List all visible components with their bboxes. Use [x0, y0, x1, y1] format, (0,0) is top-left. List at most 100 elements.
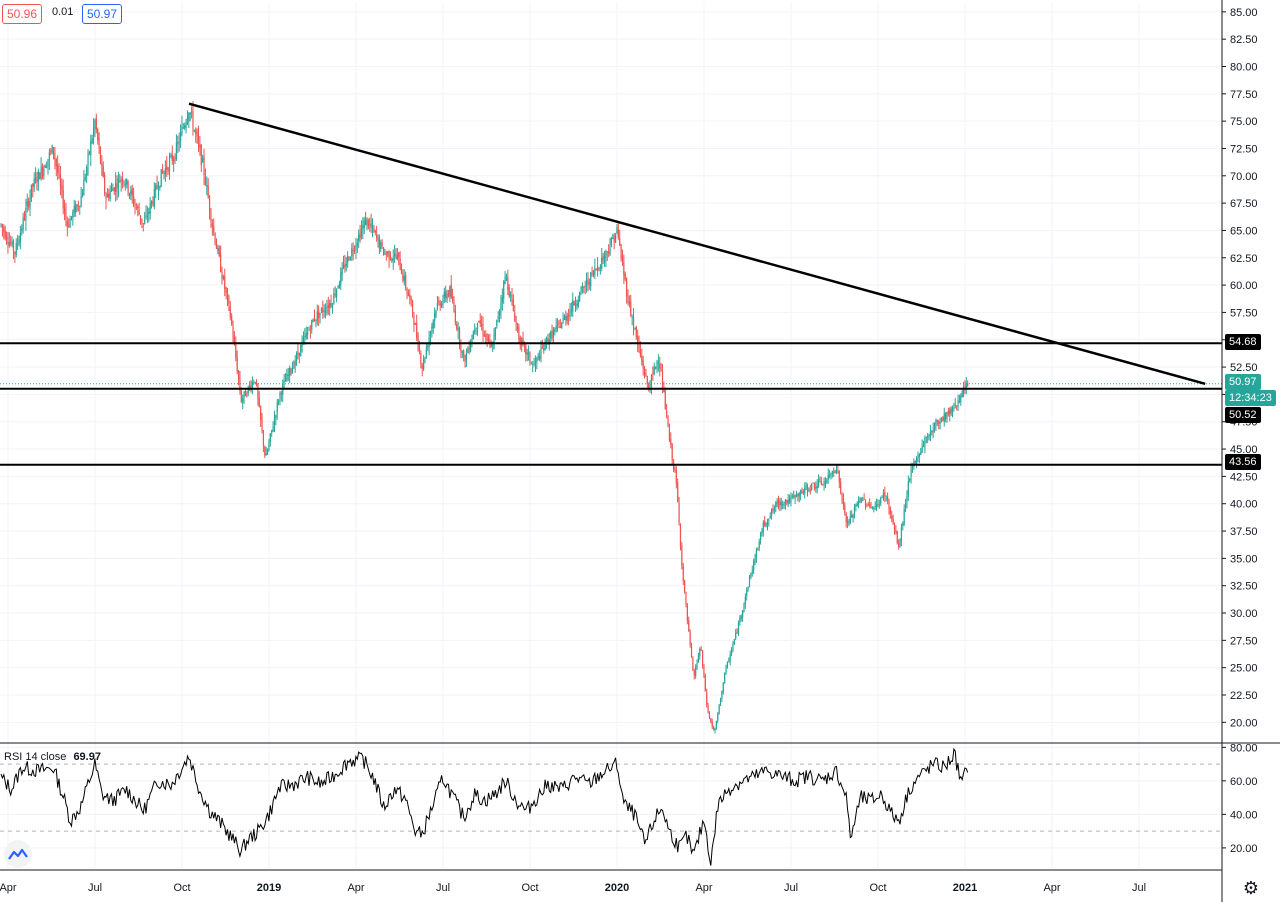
candle-body [855, 505, 857, 507]
rsi-legend[interactable]: RSI 14 close 69.97 [4, 751, 101, 763]
candle-body [933, 423, 936, 430]
candle-body [36, 179, 38, 183]
candle-body [174, 156, 176, 161]
candle-body [740, 616, 742, 619]
candle-body [330, 302, 332, 306]
candle-body [456, 324, 458, 329]
candle-body [363, 220, 365, 228]
candle-body [889, 507, 891, 515]
candle-body [605, 250, 607, 258]
candle-body [189, 113, 191, 115]
candle-body [95, 117, 97, 130]
candle-body [719, 699, 722, 705]
candle-body [603, 256, 606, 263]
candle-body [340, 272, 342, 286]
candle-body [960, 395, 962, 403]
y-tick-label: 75.00 [1230, 116, 1258, 128]
candle-body [601, 257, 603, 269]
candle-body [421, 365, 423, 369]
x-tick-label: 2019 [257, 882, 281, 894]
rsi-y-tick-label: 80.00 [1230, 742, 1258, 754]
candle-body [630, 301, 632, 316]
candle-body [835, 470, 838, 473]
candle-body [124, 184, 126, 185]
candle-body [308, 329, 310, 331]
candle-body [711, 721, 713, 727]
candle-body [773, 508, 775, 511]
candle-body [544, 339, 546, 350]
candle-body [77, 204, 79, 207]
candle-body [829, 475, 831, 477]
candle-body [17, 242, 19, 244]
candle-body [765, 523, 767, 526]
candle-body [445, 291, 447, 298]
candle-body [678, 502, 680, 523]
candle-body [4, 230, 6, 239]
candle-body [68, 225, 70, 227]
candle-body [179, 132, 182, 142]
candle-body [859, 497, 861, 503]
y-tick-label: 82.50 [1230, 34, 1258, 46]
candle-body [304, 336, 306, 337]
candle-body [788, 498, 791, 502]
candle-body [809, 490, 811, 491]
y-tick-label: 20.00 [1230, 717, 1258, 729]
horizontal-levels[interactable] [0, 342, 1222, 466]
candle-body [918, 454, 920, 458]
candle-body [405, 274, 407, 288]
candle-body [155, 185, 157, 191]
candle-body [860, 498, 862, 503]
candle-body [106, 193, 108, 198]
candle-body [771, 509, 773, 516]
candle-body [224, 276, 226, 289]
candle-body [675, 469, 677, 484]
candle-body [777, 499, 780, 506]
logo-icon [8, 848, 28, 860]
candle-body [423, 358, 425, 370]
candle-body [489, 339, 491, 344]
tradingview-logo-button[interactable] [4, 840, 32, 868]
candle-body [40, 166, 42, 180]
candle-body [454, 310, 456, 323]
candle-body [222, 276, 224, 279]
candle-body [320, 308, 323, 311]
candle-body [797, 494, 799, 496]
candle-body [185, 122, 187, 128]
candle-body [747, 587, 749, 589]
candle-body [936, 419, 938, 422]
settings-gear-icon[interactable]: ⚙ [1242, 878, 1260, 898]
candle-body [885, 496, 887, 498]
candle-body [730, 650, 733, 655]
support-price-label: 43.56 [1225, 454, 1261, 470]
candle-body [453, 301, 455, 311]
candle-body [431, 326, 433, 333]
candle-body [478, 321, 480, 323]
candle-body [917, 455, 919, 457]
candle-body [461, 351, 463, 353]
candle-body [331, 304, 334, 307]
candle-body [149, 203, 151, 214]
candle-body [559, 326, 561, 328]
candle-body [312, 319, 314, 322]
candle-body [69, 218, 71, 228]
candle-body [940, 418, 943, 422]
candle-body [898, 543, 900, 547]
candle-body [758, 541, 760, 549]
candle-body [867, 504, 869, 506]
candle-body [349, 257, 352, 259]
candle-body [46, 166, 48, 168]
candle-body [815, 486, 817, 489]
candle-body [463, 350, 465, 357]
candle-body [871, 507, 874, 509]
trendline[interactable] [188, 102, 1206, 386]
candle-body [762, 522, 764, 533]
candle-body [104, 174, 106, 194]
y-tick-label: 40.00 [1230, 499, 1258, 511]
candle-body [387, 251, 389, 254]
candle-body [55, 159, 57, 167]
candle-body [197, 135, 200, 144]
candle-body [701, 650, 704, 666]
candle-body [519, 337, 521, 346]
candle-body [674, 468, 676, 471]
